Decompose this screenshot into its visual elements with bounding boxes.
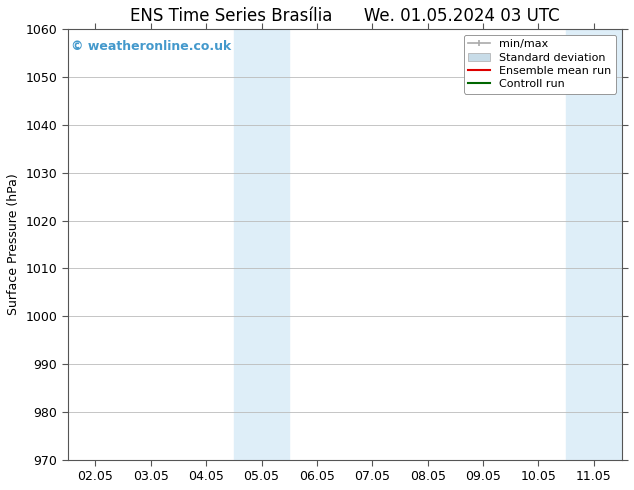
Y-axis label: Surface Pressure (hPa): Surface Pressure (hPa): [7, 173, 20, 316]
Legend: min/max, Standard deviation, Ensemble mean run, Controll run: min/max, Standard deviation, Ensemble me…: [463, 35, 616, 94]
Title: ENS Time Series Brasília      We. 01.05.2024 03 UTC: ENS Time Series Brasília We. 01.05.2024 …: [130, 7, 559, 25]
Bar: [566, 29, 621, 460]
Text: © weatheronline.co.uk: © weatheronline.co.uk: [70, 40, 231, 53]
Bar: [234, 29, 289, 460]
